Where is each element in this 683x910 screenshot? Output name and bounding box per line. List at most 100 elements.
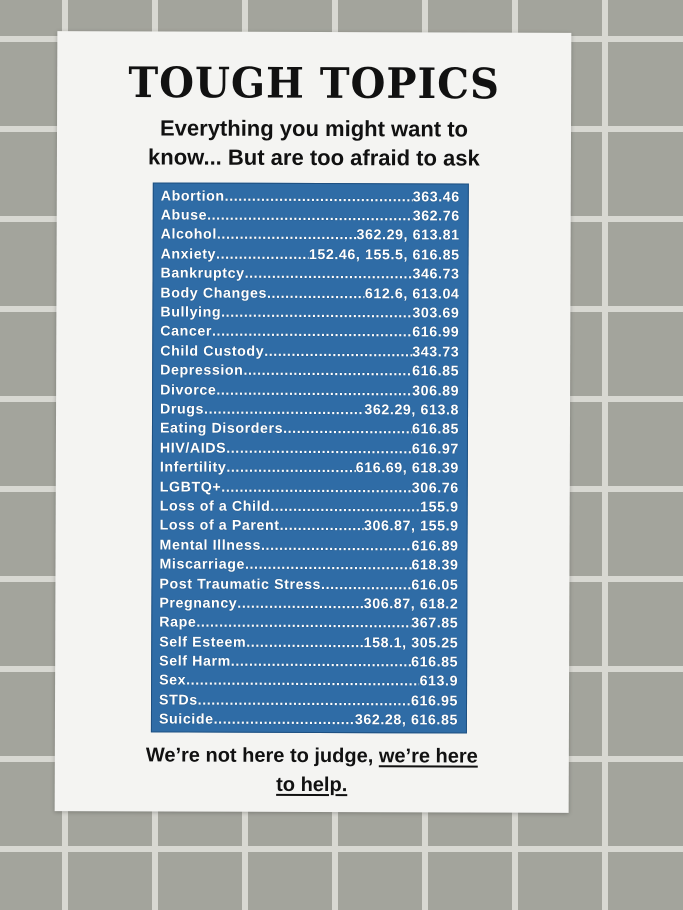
topic-refs: 303.69 [412, 305, 460, 322]
topic-refs: 152.46, 155.5, 616.85 [308, 246, 460, 264]
topic-name: LGBTQ+ [159, 479, 222, 496]
dot-leader [196, 615, 411, 632]
topic-row: Suicide 362.28, 616.85 [159, 710, 458, 730]
topic-refs: 616.99 [412, 324, 460, 341]
dot-leader [221, 479, 412, 496]
topic-refs: 616.05 [411, 576, 459, 594]
dot-leader [207, 208, 413, 225]
topic-refs: 343.73 [412, 344, 460, 361]
dot-leader [216, 247, 309, 263]
topic-row: Mental Illness 616.89 [160, 535, 459, 555]
topic-name: Abuse [160, 207, 208, 224]
topic-refs: 367.85 [411, 615, 459, 632]
poster: TOUGH TOPICS Everything you might want t… [54, 31, 572, 813]
topic-row: Bullying 303.69 [160, 303, 459, 323]
topic-refs: 616.85 [411, 421, 460, 438]
topic-row: Cancer 616.99 [160, 322, 459, 342]
topic-row: Eating Disorders 616.85 [160, 419, 459, 439]
topic-name: Loss of a Parent [159, 517, 280, 535]
topic-name: Anxiety [160, 246, 217, 263]
topic-name: Pregnancy [159, 595, 238, 612]
dot-leader [245, 557, 412, 574]
topic-refs: 363.46 [412, 189, 460, 206]
dot-leader [245, 266, 413, 283]
topic-name: Sex [159, 672, 187, 690]
topic-row: Post Traumatic Stress 616.05 [159, 574, 458, 594]
dot-leader [226, 440, 412, 457]
topic-name: Post Traumatic Stress [159, 575, 322, 593]
topic-row: Loss of a Parent 306.87, 155.9 [160, 516, 459, 536]
topic-name: Alcohol [160, 226, 217, 244]
topic-row: Divorce 306.89 [160, 380, 459, 400]
topic-name: Bullying [160, 304, 222, 321]
topic-refs: 306.89 [412, 382, 460, 400]
topic-name: Mental Illness [159, 537, 262, 554]
poster-title: TOUGH TOPICS [128, 58, 501, 109]
topic-refs: 616.97 [411, 441, 459, 458]
topic-row: Depression 616.85 [160, 361, 459, 381]
topic-refs: 618.39 [411, 557, 459, 574]
topic-name: Infertility [159, 459, 227, 476]
dot-leader [267, 285, 365, 301]
topic-refs: 155.9 [420, 499, 459, 516]
dot-leader [198, 692, 411, 709]
dot-leader [261, 538, 412, 555]
poster-subtitle: Everything you might want to know... But… [77, 113, 551, 173]
dot-leader [243, 363, 412, 380]
topic-row: Body Changes 612.6, 613.04 [160, 283, 459, 303]
topic-name: Divorce [160, 382, 217, 399]
subtitle-line-1: Everything you might want to [159, 115, 469, 142]
topic-refs: 362.29, 613.8 [364, 402, 460, 419]
topic-row: Self Harm 616.85 [159, 652, 458, 672]
topic-row: Sex 613.9 [159, 671, 458, 691]
topic-refs: 616.95 [410, 693, 459, 710]
topic-name: Eating Disorders [159, 420, 284, 438]
dot-leader [204, 402, 364, 419]
topic-refs: 616.69, 618.39 [355, 460, 459, 477]
topic-name: Self Esteem [159, 634, 247, 651]
dot-leader [280, 518, 364, 534]
dot-leader [212, 324, 412, 341]
topic-name: Suicide [158, 711, 214, 728]
topic-name: Drugs [160, 401, 205, 418]
topic-row: Pregnancy 306.87, 618.2 [159, 594, 458, 614]
topic-row: Anxiety 152.46, 155.5, 616.85 [161, 245, 460, 265]
dot-leader [221, 305, 412, 322]
dot-leader [225, 188, 413, 205]
topic-refs: 362.76 [412, 208, 460, 225]
topic-row: Child Custody 343.73 [160, 342, 459, 362]
footer-text: We’re not here to judge, [145, 744, 379, 768]
dot-leader [231, 654, 411, 671]
dot-leader [237, 596, 364, 612]
topic-refs: 362.29, 613.81 [356, 227, 460, 244]
topic-name: Rape [159, 614, 197, 631]
topic-row: Rape 367.85 [159, 613, 458, 633]
topic-row: Infertility 616.69, 618.39 [160, 458, 459, 478]
dot-leader [226, 460, 355, 476]
topic-refs: 306.76 [411, 479, 459, 497]
topic-name: Cancer [160, 323, 213, 341]
topic-row: LGBTQ+ 306.76 [160, 477, 459, 497]
dot-leader [321, 577, 411, 593]
topic-row: Miscarriage 618.39 [159, 555, 458, 575]
topic-row: Drugs 362.29, 613.8 [160, 400, 459, 420]
topic-refs: 612.6, 613.04 [364, 285, 460, 303]
footer-underlined-1: we’re here [378, 745, 478, 768]
topic-row: HIV/AIDS 616.97 [160, 439, 459, 459]
dot-leader [264, 344, 412, 361]
poster-footer: We’re not here to judge, we’re here to h… [75, 741, 549, 801]
topic-refs: 616.89 [411, 538, 459, 555]
dot-leader [214, 712, 355, 728]
topic-refs: 346.73 [412, 266, 460, 283]
subtitle-line-2: know... But are too afraid to ask [148, 144, 480, 171]
dot-leader [217, 227, 357, 243]
topic-refs: 613.9 [419, 673, 459, 690]
dot-leader [246, 634, 363, 650]
topic-name: HIV/AIDS [159, 440, 227, 457]
footer-underlined-2: to help. [276, 773, 348, 797]
topic-row: Abortion 363.46 [161, 186, 460, 206]
topic-name: STDs [158, 692, 198, 709]
topic-row: Bankruptcy 346.73 [160, 264, 459, 284]
topic-name: Depression [160, 362, 244, 379]
topic-list: Abortion 363.46 Abuse 362.76 Alcohol 362.29, … [150, 182, 469, 734]
